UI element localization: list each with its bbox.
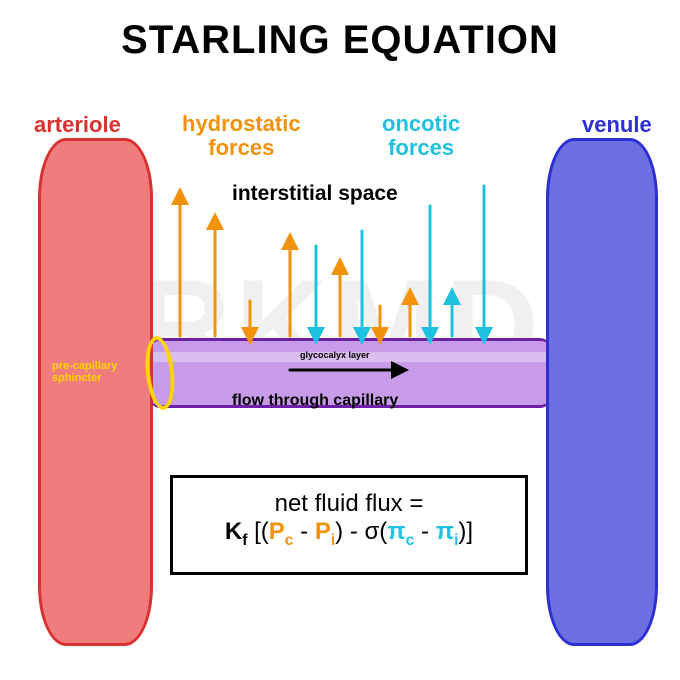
label-flow: flow through capillary (232, 392, 398, 410)
label-arteriole: arteriole (34, 112, 121, 138)
label-hydrostatic-line2: forces (208, 135, 274, 160)
label-glycocalyx: glycocalyx layer (300, 350, 370, 360)
equation-line1: net fluid flux = (191, 490, 507, 518)
page-title: STARLING EQUATION (0, 18, 680, 63)
label-sphincter-line1: pre-capillary (52, 360, 117, 372)
label-hydrostatic-line1: hydrostatic (182, 111, 301, 136)
label-interstitial: interstitial space (232, 182, 398, 206)
label-venule: venule (582, 112, 652, 138)
label-hydrostatic: hydrostatic forces (182, 112, 301, 160)
equation-line2: Kf [(Pc - Pi) - σ(πc - πi)] (191, 518, 507, 550)
label-oncotic-line1: oncotic (382, 111, 460, 136)
label-sphincter: pre-capillary sphincter (52, 360, 117, 384)
label-sphincter-line2: sphincter (52, 372, 102, 384)
equation-box: net fluid flux = Kf [(Pc - Pi) - σ(πc - … (170, 475, 528, 575)
arteriole-vessel (38, 138, 153, 646)
venule-vessel (546, 138, 658, 646)
label-oncotic-line2: forces (388, 135, 454, 160)
label-oncotic: oncotic forces (382, 112, 460, 160)
